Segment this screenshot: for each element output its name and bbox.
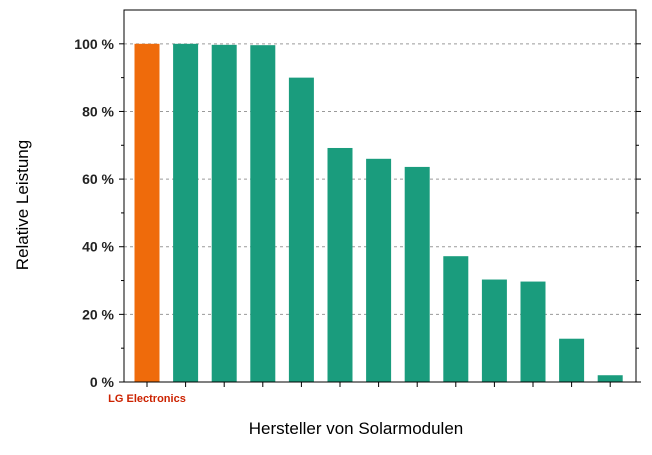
y-tick-label: 60 % — [82, 171, 114, 187]
y-tick-label: 80 % — [82, 103, 114, 119]
plot-area-frame — [123, 9, 637, 383]
bar — [211, 44, 237, 382]
y-axis-ticks: 0 % 20 % 40 % 60 % 80 % 100 % — [74, 36, 641, 390]
bars — [134, 43, 623, 383]
bar — [443, 256, 469, 382]
bar — [327, 147, 353, 382]
bar — [597, 375, 623, 382]
y-tick-label: 0 % — [90, 374, 115, 390]
bar — [173, 43, 199, 383]
bar — [559, 338, 585, 382]
bar — [404, 166, 430, 382]
bar — [520, 281, 546, 382]
bar — [250, 45, 276, 383]
bar — [288, 77, 314, 383]
bar — [366, 158, 392, 382]
y-axis-title: Relative Leistung — [13, 140, 32, 270]
category-labels: LG Electronics — [108, 393, 186, 405]
bar — [481, 279, 507, 382]
gridlines — [124, 43, 636, 315]
x-axis-title: Hersteller von Solarmodulen — [249, 419, 464, 438]
y-tick-label: 100 % — [74, 36, 114, 52]
y-tick-label: 40 % — [82, 239, 114, 255]
x-category-label: LG Electronics — [108, 393, 186, 405]
bar-highlighted — [134, 43, 160, 383]
y-tick-label: 20 % — [82, 306, 114, 322]
x-axis-ticks — [146, 382, 611, 387]
